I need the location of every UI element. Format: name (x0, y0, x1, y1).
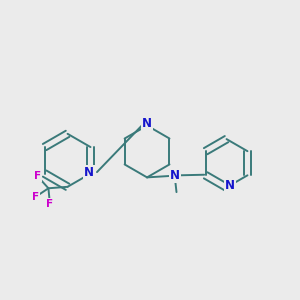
Text: N: N (225, 179, 235, 192)
Text: F: F (32, 192, 39, 202)
Text: N: N (170, 169, 180, 182)
Text: N: N (84, 166, 94, 178)
Text: F: F (46, 199, 53, 208)
Text: F: F (34, 171, 41, 181)
Text: N: N (142, 117, 152, 130)
